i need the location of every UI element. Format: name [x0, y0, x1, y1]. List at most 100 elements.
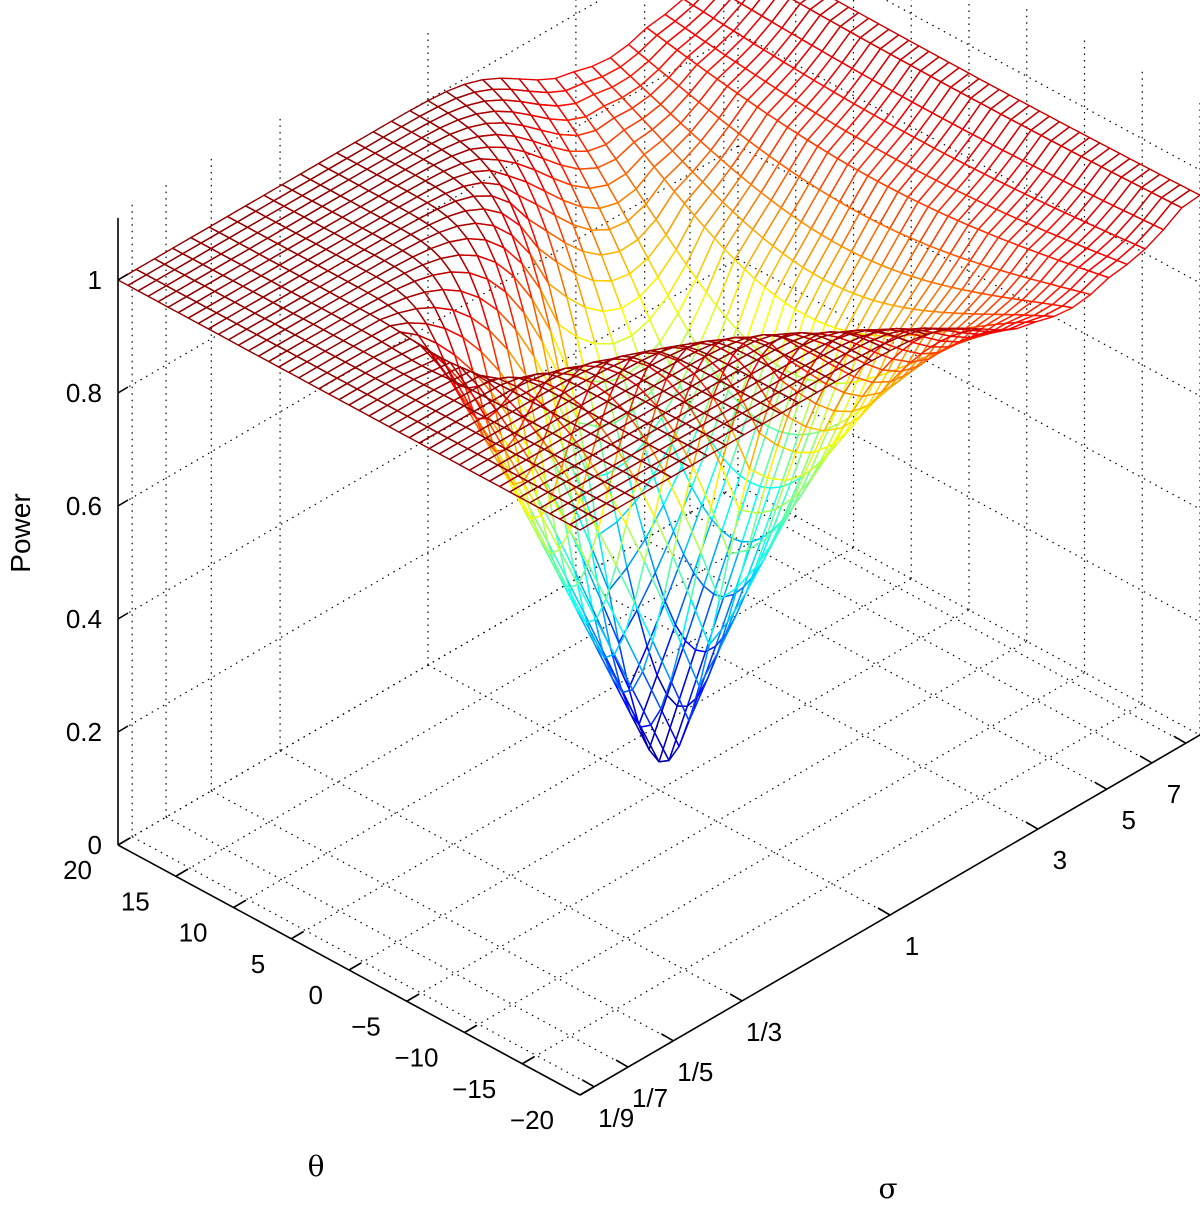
surface-cell [799, 0, 825, 11]
surface-cell [1061, 291, 1092, 309]
theta-tick-label: 15 [121, 886, 150, 916]
sigma-tick-label: 3 [1053, 845, 1067, 875]
surface-cell [534, 169, 564, 202]
z-tick-mark [117, 273, 129, 281]
surface-cell [731, 481, 761, 543]
surface-cell [582, 250, 613, 282]
surface-cell [572, 223, 603, 256]
surface-cell [1079, 273, 1110, 296]
floor-grid-sigma [211, 790, 674, 1042]
surface-cell [444, 327, 474, 372]
surface-cell [868, 185, 899, 225]
back-wall-grid-z [117, 32, 739, 394]
z-tick-label: 0 [88, 830, 102, 860]
floor-grid-theta [521, 703, 1143, 1065]
theta-tick-mark [233, 899, 246, 909]
surface-cell [460, 290, 490, 332]
surface-cell [830, 206, 861, 247]
surface-cell [607, 173, 637, 204]
surface-cell [584, 306, 614, 345]
surface-cell [542, 157, 572, 186]
surface-cell [454, 195, 485, 212]
surface-cell [525, 181, 556, 216]
sigma-tick-mark [1139, 755, 1153, 764]
surface-cell [931, 252, 961, 286]
surface-cell [832, 250, 863, 290]
theta-tick-mark [175, 868, 189, 877]
surface-cell [919, 210, 949, 247]
surface-cell [848, 175, 879, 214]
surface-cell [522, 124, 552, 148]
theta-tick-label: −15 [452, 1074, 496, 1104]
floor-grid-sigma [575, 578, 1039, 830]
surface-cell [618, 238, 649, 275]
surface-cell [556, 261, 586, 308]
sigma-tick-label: 7 [1167, 779, 1181, 809]
z-tick-mark [117, 386, 129, 394]
sigma-tick-mark [1025, 821, 1039, 830]
sigma-tick-label: 1/7 [632, 1083, 668, 1113]
surface-cell [802, 233, 832, 275]
surface-cell [870, 227, 901, 266]
surface-cell [569, 513, 599, 531]
surface-cell [529, 253, 560, 326]
surface-cell [617, 188, 647, 222]
theta-tick-mark [579, 1087, 593, 1096]
z-tick-label: 0.8 [66, 378, 102, 408]
surface-cell [879, 191, 909, 230]
surface-cell [788, 139, 819, 178]
surface-cell [718, 549, 749, 601]
surface-cell [451, 148, 481, 165]
surface-cell [608, 220, 639, 253]
surface-cell [481, 181, 511, 204]
surface-cell [387, 297, 418, 314]
surface-cell [792, 227, 822, 269]
sigma-tick-label: 1/9 [598, 1103, 634, 1133]
sigma-tick-mark [1173, 735, 1187, 744]
surface-cell [457, 113, 488, 129]
surface-cell [921, 249, 951, 283]
theta-tick-label: −20 [510, 1105, 554, 1135]
surface-cell [450, 271, 480, 299]
sigma-tick-mark [615, 1059, 629, 1068]
surface-cell [852, 260, 883, 298]
surface-cell [444, 185, 475, 202]
surface-cell [575, 93, 605, 118]
surface-cell [395, 280, 426, 299]
surface-cell [470, 316, 501, 372]
surface-cell [512, 111, 542, 131]
surface-cell [449, 126, 479, 143]
z-tick-mark [117, 499, 129, 507]
surface-cell [863, 351, 894, 371]
surface-cell [603, 96, 633, 119]
surface-cell [784, 266, 814, 310]
floor-grid-sigma [131, 836, 595, 1088]
surface-cell [554, 71, 585, 92]
surface-cell [812, 239, 843, 280]
surface-cell [629, 257, 659, 298]
surface-cell [589, 544, 620, 644]
surface-cell [911, 245, 941, 281]
surface-cell [862, 264, 893, 301]
theta-tick-label: −5 [351, 1011, 381, 1041]
surface-cell [794, 272, 824, 316]
surface-cell [425, 323, 456, 356]
surface-cell [840, 212, 871, 253]
surface-cell [779, 433, 810, 488]
surface-cell [547, 541, 577, 610]
surface-cell [858, 372, 888, 412]
sigma-tick-mark [660, 1033, 674, 1042]
surface-cell [463, 181, 493, 197]
surface-cell [850, 217, 881, 258]
surface-cell [515, 162, 546, 192]
back-wall-grid-z [117, 258, 739, 620]
surface-cell [497, 159, 528, 183]
surface-cell [573, 65, 603, 84]
surface-cell [808, 151, 839, 191]
surface-cell [662, 555, 692, 644]
surface-cell [546, 230, 576, 275]
surface-cell [815, 383, 845, 412]
surface-cell [682, 465, 712, 554]
